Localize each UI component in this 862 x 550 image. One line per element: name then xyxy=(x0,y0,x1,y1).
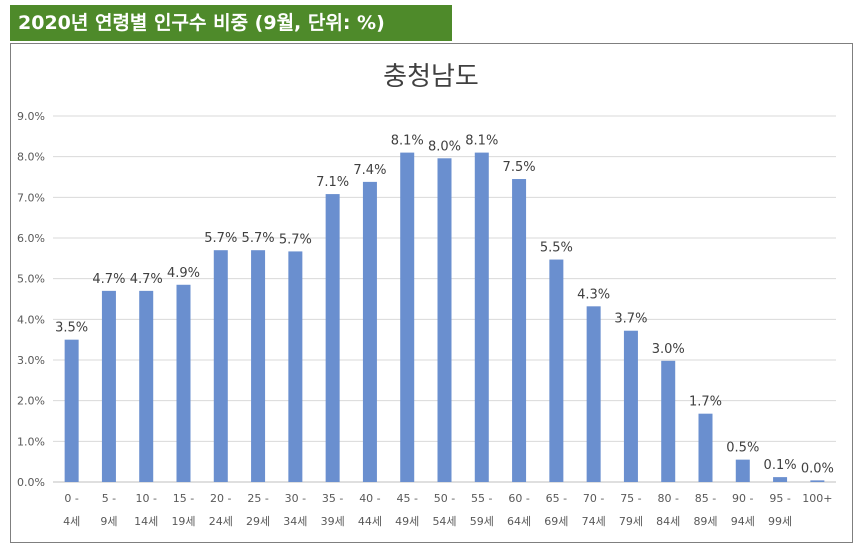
y-tick-label: 2.0% xyxy=(17,395,45,408)
bar xyxy=(735,459,750,482)
x-tick-label: 4세 xyxy=(63,515,80,528)
x-tick-label: 45 - xyxy=(396,492,417,505)
x-tick-label: 20 - xyxy=(210,492,231,505)
x-tick-label: 60 - xyxy=(508,492,529,505)
x-tick-label: 70 - xyxy=(583,492,604,505)
bar xyxy=(512,179,527,483)
data-label: 5.7% xyxy=(279,232,312,247)
data-label: 3.0% xyxy=(652,342,685,357)
bar xyxy=(251,250,266,482)
data-label: 3.7% xyxy=(614,312,647,327)
x-tick-label: 65 - xyxy=(546,492,567,505)
x-tick-label: 15 - xyxy=(173,492,194,505)
y-tick-label: 6.0% xyxy=(17,232,45,245)
data-label: 5.7% xyxy=(204,231,237,246)
x-tick-label: 50 - xyxy=(434,492,455,505)
y-tick-label: 5.0% xyxy=(17,273,45,286)
data-label: 7.1% xyxy=(316,175,349,190)
x-tick-label: 95 - xyxy=(769,492,790,505)
chart-header-title: 2020년 연령별 인구수 비중 (9월, 단위: %) xyxy=(10,5,452,41)
x-tick-label: 25 - xyxy=(247,492,268,505)
data-label: 3.5% xyxy=(55,321,88,336)
x-tick-label: 94세 xyxy=(731,515,755,528)
y-tick-label: 1.0% xyxy=(17,435,45,448)
x-tick-label: 39세 xyxy=(321,515,345,528)
x-tick-label: 29세 xyxy=(246,515,270,528)
x-tick-label: 9세 xyxy=(100,515,117,528)
bar xyxy=(139,290,154,482)
bar xyxy=(213,250,228,482)
x-tick-label: 34세 xyxy=(283,515,307,528)
bar xyxy=(64,339,79,482)
data-label: 7.4% xyxy=(353,163,386,178)
bar xyxy=(773,477,788,482)
x-tick-label: 14세 xyxy=(134,515,158,528)
x-tick-label: 54세 xyxy=(432,515,456,528)
data-label: 4.3% xyxy=(577,287,610,302)
chart-title: 충청남도 xyxy=(383,62,479,92)
data-label: 1.7% xyxy=(689,395,722,410)
data-label: 4.7% xyxy=(92,272,125,287)
bar xyxy=(400,152,415,482)
x-tick-label: 100+ xyxy=(802,492,832,505)
bar xyxy=(586,306,601,482)
x-tick-label: 44세 xyxy=(358,515,382,528)
x-tick-label: 49세 xyxy=(395,515,419,528)
x-tick-label: 64세 xyxy=(507,515,531,528)
x-tick-label: 5 - xyxy=(102,492,116,505)
bar xyxy=(474,152,489,482)
bar xyxy=(437,158,452,482)
x-tick-label: 75 - xyxy=(620,492,641,505)
x-tick-label: 79세 xyxy=(619,515,643,528)
x-tick-label: 24세 xyxy=(209,515,233,528)
x-tick-label: 30 - xyxy=(285,492,306,505)
data-label: 8.0% xyxy=(428,139,461,154)
data-label: 5.5% xyxy=(540,241,573,256)
data-label: 0.5% xyxy=(726,441,759,456)
data-label: 4.7% xyxy=(130,272,163,287)
y-tick-label: 8.0% xyxy=(17,151,45,164)
x-tick-label: 84세 xyxy=(656,515,680,528)
x-tick-label: 40 - xyxy=(359,492,380,505)
bar xyxy=(325,194,340,482)
x-tick-label: 99세 xyxy=(768,515,792,528)
y-tick-label: 4.0% xyxy=(17,313,45,326)
bar xyxy=(288,251,303,482)
x-tick-label: 89세 xyxy=(693,515,717,528)
data-label: 7.5% xyxy=(503,160,536,175)
x-tick-label: 59세 xyxy=(470,515,494,528)
data-label: 8.1% xyxy=(465,134,498,149)
data-label: 5.7% xyxy=(242,231,275,246)
data-label: 8.1% xyxy=(391,134,424,149)
data-label: 0.0% xyxy=(801,461,834,476)
data-label: 0.1% xyxy=(764,458,797,473)
x-tick-label: 74세 xyxy=(582,515,606,528)
y-tick-label: 3.0% xyxy=(17,354,45,367)
y-tick-label: 7.0% xyxy=(17,191,45,204)
x-tick-label: 35 - xyxy=(322,492,343,505)
x-tick-label: 90 - xyxy=(732,492,753,505)
bar xyxy=(101,290,116,482)
bar xyxy=(176,284,191,482)
bar xyxy=(698,413,713,482)
bar xyxy=(362,181,377,482)
x-tick-label: 69세 xyxy=(544,515,568,528)
x-tick-label: 85 - xyxy=(695,492,716,505)
y-tick-label: 0.0% xyxy=(17,476,45,489)
y-tick-label: 9.0% xyxy=(17,110,45,123)
x-tick-label: 19세 xyxy=(171,515,195,528)
x-tick-label: 0 - xyxy=(64,492,78,505)
x-tick-label: 10 - xyxy=(135,492,156,505)
bar xyxy=(661,360,676,482)
data-label: 4.9% xyxy=(167,266,200,281)
bar xyxy=(810,480,825,482)
x-tick-label: 55 - xyxy=(471,492,492,505)
bar xyxy=(549,259,564,482)
x-tick-label: 80 - xyxy=(657,492,678,505)
bar xyxy=(623,330,638,482)
